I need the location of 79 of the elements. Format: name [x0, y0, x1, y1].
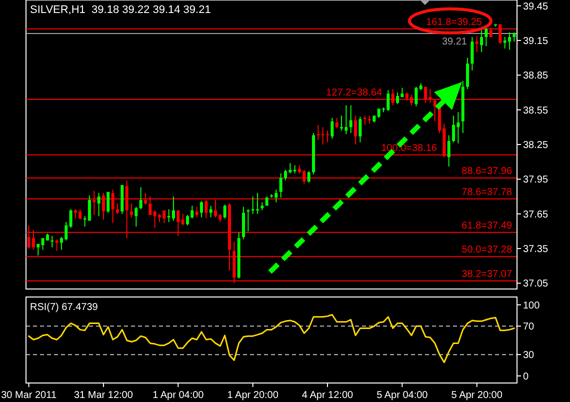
candlestick: [484, 28, 488, 46]
y-tick-label: 39.15: [523, 36, 548, 47]
candlestick: [316, 124, 320, 140]
candlestick: [307, 171, 310, 183]
candlestick: [265, 196, 268, 206]
candlestick: [414, 86, 418, 106]
line-series: [28, 314, 515, 364]
candlestick: [358, 116, 362, 142]
candlestick: [223, 204, 226, 218]
x-tick-label: 5 Apr 04:00: [376, 390, 428, 401]
candlestick: [396, 92, 400, 104]
candlestick: [209, 206, 212, 218]
candlestick: [139, 187, 142, 210]
candlestick: [181, 214, 184, 226]
candlestick: [116, 203, 119, 214]
x-tick-label: 1 Apr 20:00: [227, 390, 279, 401]
candlestick: [461, 80, 464, 133]
ref-line-label: 88.6=37.96: [462, 166, 512, 178]
x-tick-label: 4 Apr 12:00: [302, 390, 354, 401]
candlestick: [480, 28, 484, 52]
text: RSI(7) 67.4739: [30, 302, 98, 313]
y-tick-label: 37.05: [523, 278, 548, 290]
candlestick: [120, 184, 124, 214]
candlestick: [130, 203, 133, 218]
candlestick: [466, 58, 470, 90]
y-tick-label: 37.35: [523, 244, 548, 256]
candlestick: [330, 118, 334, 139]
candlestick: [452, 116, 456, 142]
y-tick-label: 37.65: [523, 209, 548, 220]
y-tick-label: 38.55: [523, 105, 548, 116]
y-tick-label: 70: [523, 322, 535, 333]
candlestick: [363, 116, 366, 125]
candlestick: [349, 105, 352, 133]
y-tick-label: 37.95: [523, 174, 548, 186]
x-tick-label: 31 Mar 12:00: [74, 390, 134, 401]
y-tick-label: 39.45: [523, 1, 548, 12]
candlestick: [200, 201, 203, 218]
candlestick: [246, 209, 250, 232]
candlestick: [106, 192, 110, 213]
candlestick: [419, 83, 422, 90]
candlestick: [512, 32, 516, 42]
candlestick: [447, 135, 450, 166]
candlestick: [242, 206, 245, 240]
y-tick-label: 38.85: [523, 70, 548, 82]
ref-line-label: 38.2=37.07: [462, 268, 512, 280]
ref-line-label: 50.0=37.28: [462, 244, 512, 256]
y-tick-label: 100: [523, 300, 540, 312]
chart-title: SILVER,H1 39.18 39.22 39.14 39.21: [30, 4, 211, 16]
x-tick-label: 30 Mar 2011: [1, 390, 57, 401]
x-tick-label: 5 Apr 20:00: [451, 390, 503, 401]
candlestick: [354, 116, 358, 144]
candlestick: [368, 116, 372, 124]
candlestick: [55, 239, 58, 251]
candlestick: [279, 173, 282, 198]
candlestick: [36, 244, 40, 256]
ref-line-label: 39.21: [442, 36, 468, 48]
candlestick: [195, 206, 198, 218]
x-tick-label: 1 Apr 04:00: [152, 390, 204, 401]
candlestick: [260, 202, 264, 210]
candlestick: [470, 36, 474, 71]
y-tick-label: 0: [523, 371, 529, 382]
y-tick-label: 38.25: [523, 140, 548, 151]
candlestick: [237, 232, 240, 279]
candlestick: [69, 209, 72, 228]
candlestick: [97, 193, 100, 216]
y-tick-label: 30: [523, 350, 535, 362]
candlestick: [293, 165, 296, 174]
candlestick: [372, 116, 376, 123]
candlestick: [475, 36, 478, 52]
ref-line-label: 100.0=38.16: [381, 142, 438, 154]
candlestick: [312, 132, 316, 175]
ref-line-label: 127.2=38.64: [326, 87, 382, 98]
candlestick: [134, 206, 138, 227]
ref-line-label: 78.6=37.78: [462, 186, 512, 198]
ref-line-label: 161.8=39.25: [426, 16, 482, 28]
candlestick: [335, 118, 338, 128]
candlestick: [172, 196, 175, 221]
ref-line-label: 61.8=37.49: [462, 220, 512, 232]
candlestick: [50, 236, 54, 248]
